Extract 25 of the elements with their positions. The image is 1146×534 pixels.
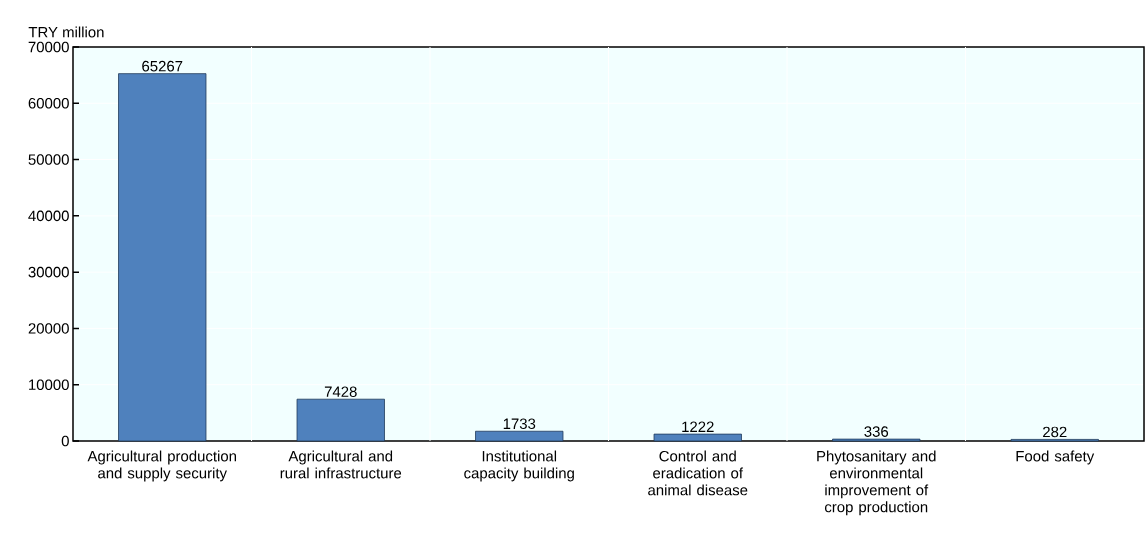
data-label: 7428 (324, 386, 357, 397)
y-tick-label: 70000 (28, 41, 69, 53)
x-tick-label: Institutional capacity building (464, 450, 574, 482)
data-label: 282 (1043, 426, 1067, 438)
y-tick-label: 30000 (28, 266, 69, 278)
data-label: 336 (864, 426, 889, 437)
y-axis-title: TRY million (28, 26, 104, 38)
bar (475, 430, 564, 442)
x-tick-label: Agricultural production and supply security (87, 450, 237, 482)
data-label: 65267 (142, 60, 183, 72)
data-label: 1733 (503, 418, 536, 430)
bar (296, 398, 385, 442)
y-tick-label: 60000 (28, 97, 69, 109)
data-label: 1222 (682, 421, 714, 432)
y-tick-label: 40000 (28, 210, 69, 222)
x-tick-label: Phytosanitary and environmental improvement of crop production (817, 450, 936, 516)
y-tick-label: 0 (61, 435, 69, 447)
y-tick-label: 20000 (28, 323, 69, 334)
y-tick-label: 50000 (28, 154, 69, 165)
x-tick-label: Control and eradication of animal disease (648, 450, 748, 496)
bar (118, 73, 207, 442)
bar (653, 433, 742, 442)
x-tick-label: Agricultural and rural infrastructure (280, 450, 402, 479)
x-tick-label: Food safety (1016, 450, 1095, 465)
y-tick-label: 10000 (29, 379, 69, 390)
